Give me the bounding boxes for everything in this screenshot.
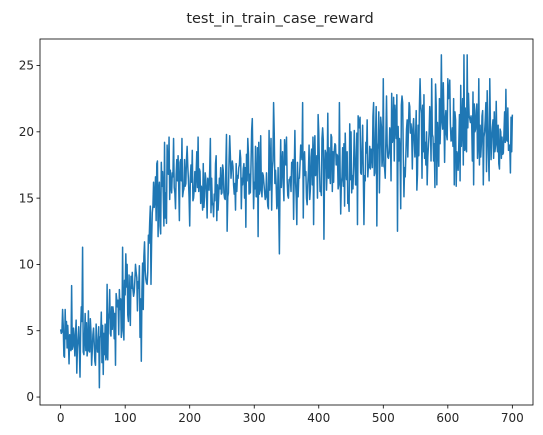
x-tick-label: 500 <box>372 411 395 425</box>
reward-line <box>59 54 514 389</box>
y-tick-label: 0 <box>26 390 34 404</box>
y-tick-label: 15 <box>19 191 34 205</box>
x-tick-label: 600 <box>436 411 459 425</box>
x-tick-label: 0 <box>57 411 65 425</box>
y-tick-label: 25 <box>19 59 34 73</box>
x-tick-label: 400 <box>307 411 330 425</box>
y-tick-label: 20 <box>19 125 34 139</box>
x-tick-label: 200 <box>178 411 201 425</box>
y-tick-label: 10 <box>19 258 34 272</box>
plot-frame <box>39 38 534 406</box>
x-tick-label: 300 <box>243 411 266 425</box>
y-tick-label: 5 <box>26 324 34 338</box>
chart-title: test_in_train_case_reward <box>186 11 373 27</box>
x-tick-label: 100 <box>114 411 137 425</box>
x-tick-label: 700 <box>501 411 524 425</box>
